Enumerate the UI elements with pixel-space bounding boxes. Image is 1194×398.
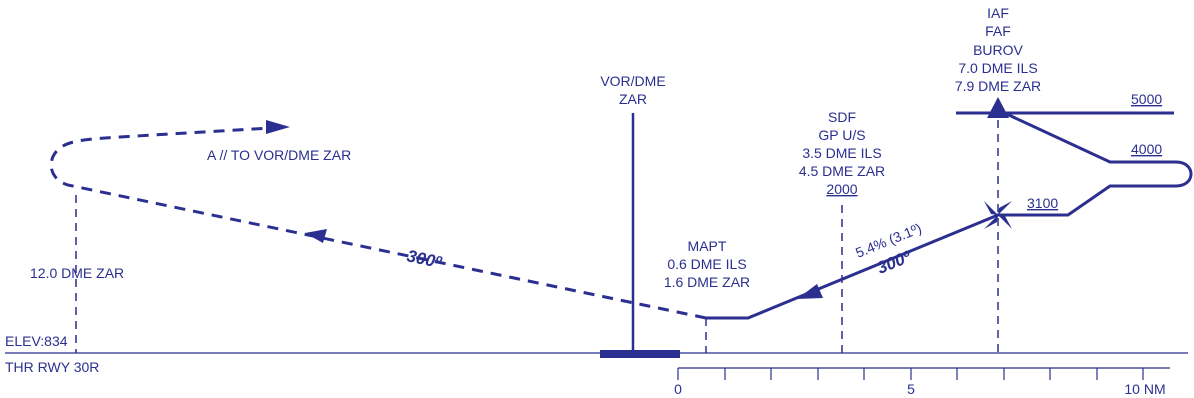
elevation-label: ELEV:834 — [5, 333, 68, 349]
mapt-label-1: MAPT — [688, 238, 727, 254]
missed-approach-arrow-mid — [305, 229, 327, 243]
iaf-label-2: FAF — [985, 23, 1011, 39]
iaf-label-3: BUROV — [973, 42, 1023, 58]
altitude-5000-label: 5000 — [1131, 91, 1162, 107]
sdf-label-2: GP U/S — [818, 127, 865, 143]
vor-dme-label-2: ZAR — [619, 91, 647, 107]
sdf-label-4: 4.5 DME ZAR — [799, 163, 885, 179]
altitude-3100-label: 3100 — [1027, 195, 1058, 211]
vor-dme-label-1: VOR/DME — [600, 73, 665, 89]
sdf-altitude: 2000 — [826, 181, 857, 197]
missed-approach-instruction: A // TO VOR/DME ZAR — [207, 147, 351, 163]
scale-label-5: 5 — [907, 381, 915, 397]
altitude-4000-label: 4000 — [1131, 141, 1162, 157]
final-approach-arrow — [797, 284, 823, 299]
sdf-label-1: SDF — [828, 109, 856, 125]
scale-label-0: 0 — [674, 381, 682, 397]
iaf-label-1: IAF — [987, 5, 1009, 21]
missed-approach-path — [49, 126, 707, 320]
iaf-triangle — [987, 97, 1009, 118]
iaf-label-5: 7.9 DME ZAR — [955, 78, 1041, 94]
scale-label-10: 10 NM — [1124, 381, 1165, 397]
turn-fix-label: 12.0 DME ZAR — [30, 265, 124, 281]
runway-threshold-bar — [600, 350, 680, 358]
distance-scale: 0 5 10 NM — [674, 367, 1170, 397]
faf-fix-symbol — [984, 201, 1012, 229]
missed-approach-course: 300º — [405, 246, 444, 272]
mapt-label-2: 0.6 DME ILS — [667, 256, 746, 272]
iaf-label-4: 7.0 DME ILS — [958, 60, 1037, 76]
missed-approach-arrow-end — [266, 120, 290, 134]
sdf-label-3: 3.5 DME ILS — [802, 145, 881, 161]
final-approach-path — [706, 108, 1193, 320]
threshold-label: THR RWY 30R — [5, 359, 99, 375]
mapt-label-3: 1.6 DME ZAR — [664, 274, 750, 290]
